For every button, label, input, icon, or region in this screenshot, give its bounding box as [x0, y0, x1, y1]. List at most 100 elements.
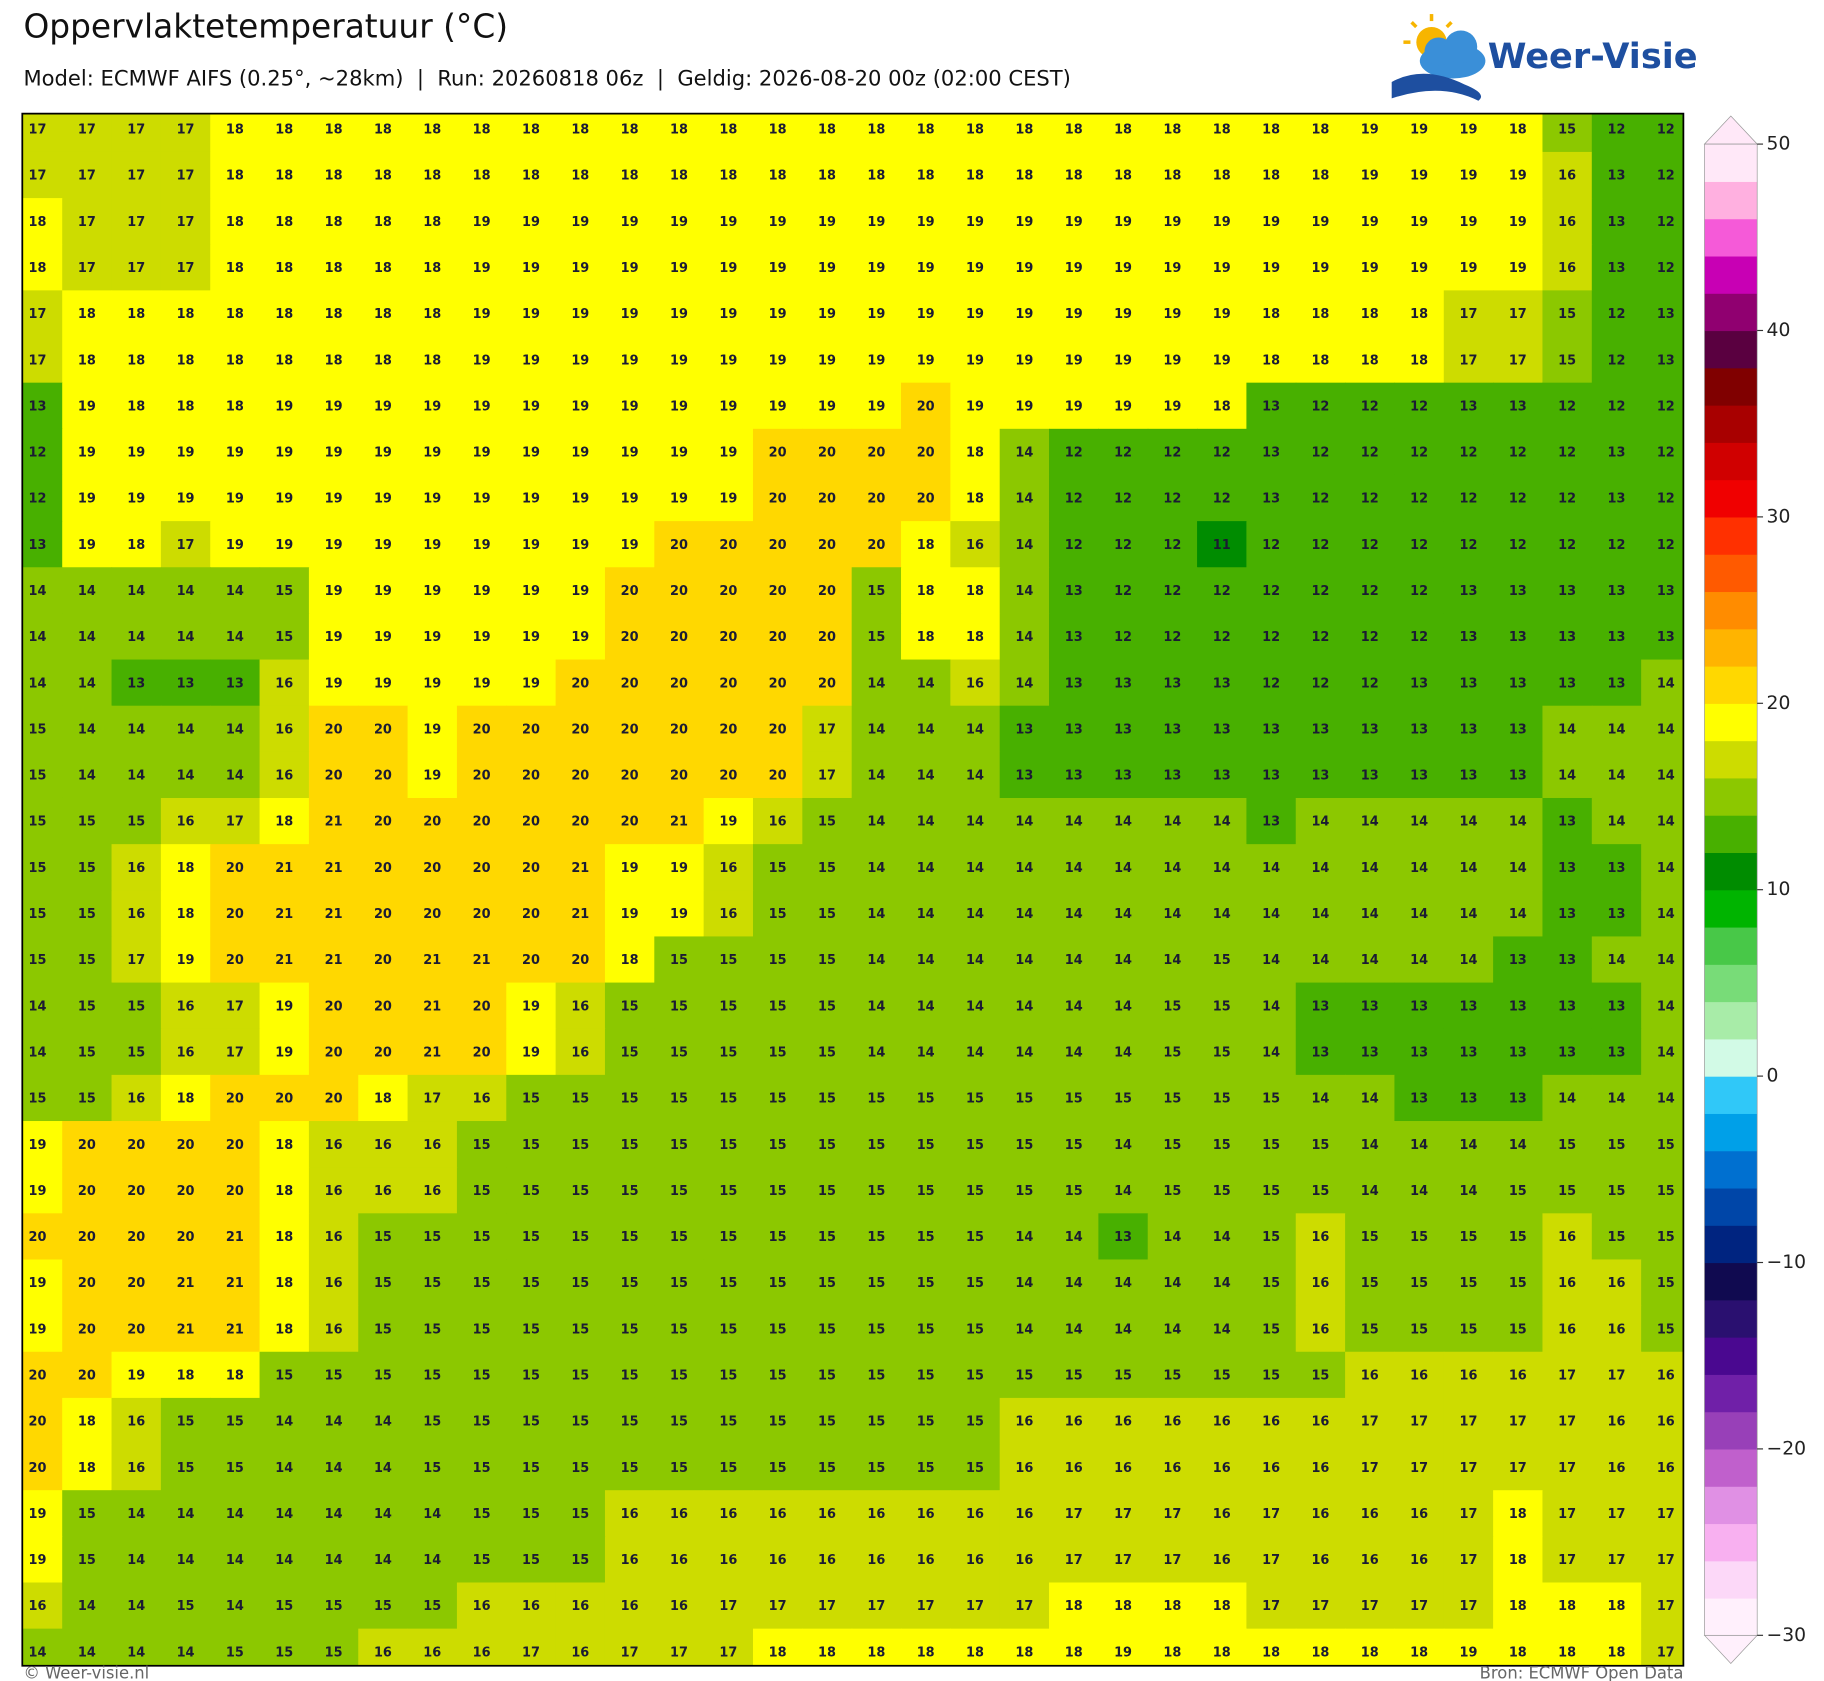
temperature-value: 13 [1410, 676, 1428, 691]
temperature-cell [901, 844, 951, 891]
temperature-value: 12 [1114, 538, 1132, 553]
temperature-value: 14 [78, 769, 96, 784]
temperature-cell [752, 936, 803, 984]
temperature-value: 20 [769, 722, 787, 737]
colorbar-tick-label: 30 [1767, 506, 1791, 527]
temperature-value: 19 [1015, 215, 1033, 230]
temperature-cell [62, 1536, 113, 1584]
temperature-cell [259, 1444, 310, 1491]
temperature-cell [555, 1305, 606, 1353]
temperature-cell [407, 1628, 458, 1666]
temperature-cell [1493, 474, 1544, 522]
temperature-cell [901, 1121, 951, 1168]
temperature-value: 19 [1361, 169, 1379, 184]
temperature-value: 15 [867, 1415, 885, 1430]
temperature-cell [1394, 1121, 1445, 1168]
temperature-cell [160, 751, 211, 799]
temperature-cell [1049, 428, 1099, 476]
temperature-value: 16 [1311, 1322, 1329, 1337]
temperature-cell [654, 936, 705, 984]
temperature-value: 20 [522, 861, 540, 876]
temperature-cell [901, 659, 951, 707]
temperature-cell [160, 1305, 211, 1353]
temperature-cell [1049, 521, 1099, 568]
temperature-value: 17 [1065, 1553, 1083, 1568]
temperature-cell [1295, 751, 1346, 799]
temperature-value: 16 [423, 1645, 441, 1660]
temperature-cell [604, 659, 655, 707]
temperature-value: 20 [78, 1230, 96, 1245]
temperature-value: 18 [226, 307, 244, 322]
temperature-cell [160, 890, 211, 938]
temperature-cell [654, 244, 705, 291]
temperature-value: 14 [867, 907, 885, 922]
temperature-cell [1394, 244, 1445, 291]
temperature-value: 15 [29, 861, 47, 876]
temperature-value: 14 [127, 769, 145, 784]
temperature-cell [555, 1121, 606, 1168]
temperature-value: 19 [522, 676, 540, 691]
temperature-value: 17 [719, 1645, 737, 1660]
temperature-cell [851, 797, 902, 845]
colorbar-bin [1704, 1262, 1758, 1301]
temperature-value: 17 [29, 307, 47, 322]
temperature-value: 13 [1410, 1045, 1428, 1060]
temperature-value: 14 [1114, 953, 1132, 968]
temperature-cell [950, 705, 1001, 753]
temperature-value: 19 [1015, 307, 1033, 322]
temperature-value: 16 [275, 769, 293, 784]
temperature-value: 15 [719, 1461, 737, 1476]
temperature-cell [1345, 1167, 1396, 1214]
temperature-value: 15 [522, 1138, 540, 1153]
temperature-cell [1147, 613, 1198, 661]
temperature-cell [1394, 1351, 1445, 1399]
temperature-value: 14 [1459, 861, 1477, 876]
temperature-value: 12 [1361, 538, 1379, 553]
temperature-value: 13 [1459, 722, 1477, 737]
temperature-value: 19 [571, 353, 589, 368]
temperature-cell [1641, 151, 1684, 199]
temperature-value: 18 [867, 169, 885, 184]
temperature-value: 16 [571, 1645, 589, 1660]
temperature-cell [1098, 113, 1149, 153]
temperature-cell [210, 890, 261, 938]
temperature-cell [506, 1259, 557, 1307]
temperature-cell [1443, 1582, 1494, 1630]
temperature-value: 13 [1558, 815, 1576, 830]
temperature-value: 15 [177, 1461, 195, 1476]
temperature-value: 12 [1558, 399, 1576, 414]
temperature-cell [210, 1490, 261, 1537]
temperature-cell [210, 982, 261, 1030]
temperature-cell [1147, 1536, 1198, 1584]
temperature-value: 16 [473, 1092, 491, 1107]
temperature-cell [555, 1167, 606, 1214]
temperature-value: 20 [917, 399, 935, 414]
temperature-cell [1098, 1305, 1149, 1353]
temperature-value: 15 [818, 1230, 836, 1245]
temperature-cell [308, 1397, 359, 1445]
temperature-value: 20 [423, 815, 441, 830]
temperature-value: 19 [423, 584, 441, 599]
temperature-cell [1443, 474, 1494, 522]
temperature-value: 14 [1114, 861, 1132, 876]
temperature-value: 14 [78, 722, 96, 737]
colorbar-bin [1704, 852, 1758, 891]
temperature-cell [308, 290, 359, 338]
temperature-value: 18 [1311, 169, 1329, 184]
temperature-cell [752, 1305, 803, 1353]
temperature-cell [456, 705, 507, 753]
temperature-value: 19 [917, 261, 935, 276]
temperature-value: 14 [1015, 630, 1033, 645]
temperature-cell [802, 982, 853, 1030]
temperature-cell [999, 1490, 1050, 1537]
temperature-value: 18 [275, 261, 293, 276]
temperature-value: 15 [769, 1230, 787, 1245]
temperature-cell [62, 474, 113, 522]
temperature-cell [358, 113, 409, 153]
temperature-value: 14 [1015, 1230, 1033, 1245]
temperature-cell [1246, 336, 1297, 384]
temperature-value: 14 [1015, 861, 1033, 876]
temperature-value: 14 [1509, 861, 1527, 876]
temperature-cell [160, 521, 211, 568]
colorbar-bin [1704, 442, 1758, 481]
